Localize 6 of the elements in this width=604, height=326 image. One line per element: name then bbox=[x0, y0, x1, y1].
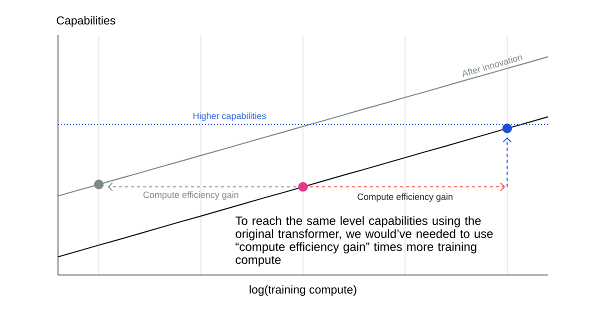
ref-line-label: Higher capabilities bbox=[193, 112, 266, 121]
annotation: To reach the same level capabilities using the original transformer, we would’ve needed to use “compute efficiency gain” times more training compute bbox=[235, 216, 493, 266]
annotation: Compute efficiency gain bbox=[358, 193, 452, 202]
x-axis-title: log(training compute) bbox=[250, 285, 356, 296]
y-axis-title: Capabilities bbox=[56, 16, 116, 27]
annotation: Compute efficiency gain bbox=[143, 191, 238, 200]
